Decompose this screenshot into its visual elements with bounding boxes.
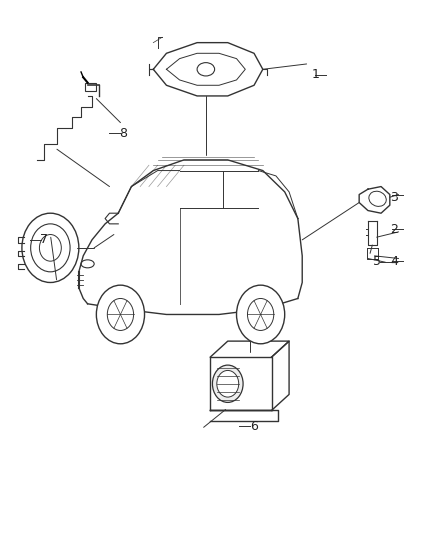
Circle shape — [22, 213, 79, 282]
Circle shape — [247, 298, 274, 330]
Text: 5: 5 — [373, 255, 381, 268]
FancyBboxPatch shape — [85, 83, 96, 91]
Circle shape — [237, 285, 285, 344]
Text: 1: 1 — [311, 68, 319, 81]
Circle shape — [107, 298, 134, 330]
Circle shape — [96, 285, 145, 344]
Ellipse shape — [217, 370, 239, 397]
Text: 6: 6 — [250, 420, 258, 433]
Circle shape — [31, 224, 70, 272]
Ellipse shape — [369, 191, 386, 206]
Text: 2: 2 — [390, 223, 398, 236]
Ellipse shape — [212, 365, 243, 402]
Text: 8: 8 — [119, 127, 127, 140]
Text: 4: 4 — [390, 255, 398, 268]
Text: 3: 3 — [390, 191, 398, 204]
Circle shape — [39, 235, 61, 261]
Text: 7: 7 — [40, 233, 48, 246]
Ellipse shape — [81, 260, 94, 268]
Ellipse shape — [197, 63, 215, 76]
